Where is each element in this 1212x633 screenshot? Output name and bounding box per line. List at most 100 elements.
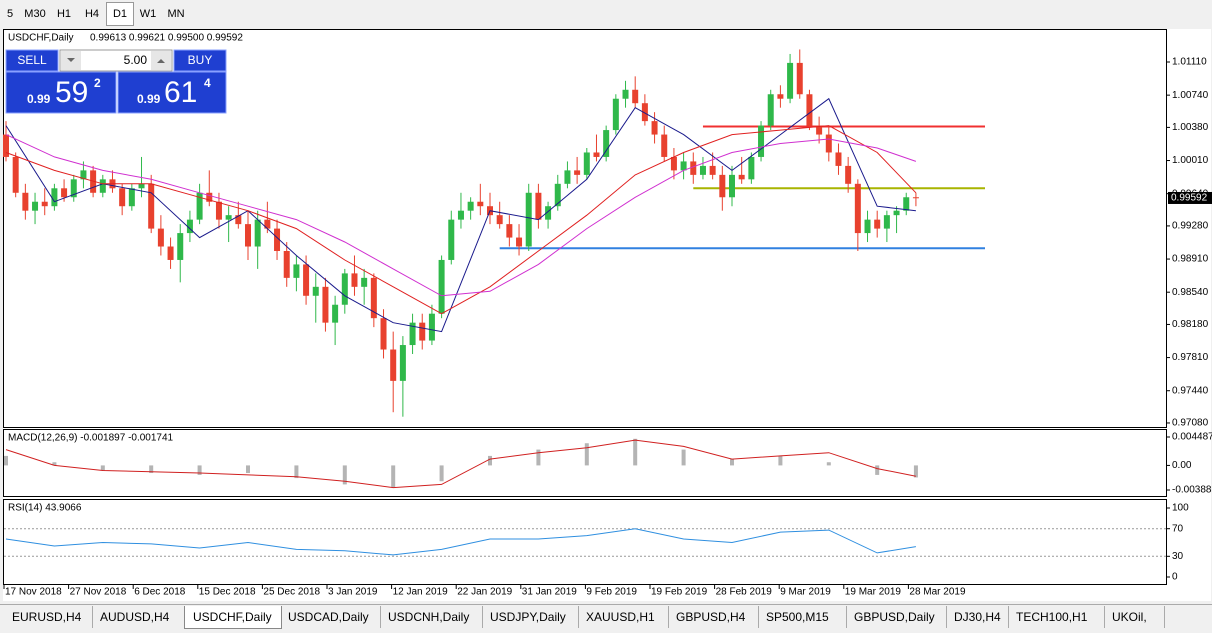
timeframe-button[interactable]: M30 xyxy=(24,8,46,20)
sell-button[interactable] xyxy=(5,49,59,72)
ask-pips: 61 xyxy=(164,76,197,109)
candle-body xyxy=(177,233,184,260)
y-tick-label: 0.98910 xyxy=(1172,254,1209,265)
symbol-tab[interactable]: GBPUSD,Daily xyxy=(846,606,947,628)
macd-bar xyxy=(342,465,347,485)
candle-body xyxy=(254,219,261,247)
macd-bar xyxy=(52,462,57,466)
x-tick-label: 15 Dec 2018 xyxy=(199,587,256,598)
candle-body xyxy=(12,156,19,193)
x-tick-label: 12 Jan 2019 xyxy=(393,587,448,598)
buy-button[interactable] xyxy=(173,49,227,72)
x-tick-label: 19 Mar 2019 xyxy=(845,587,902,598)
candle-body xyxy=(729,174,735,198)
candle-body xyxy=(709,165,716,175)
candle-body xyxy=(564,170,571,184)
candle-body xyxy=(32,201,39,211)
macd-bar xyxy=(149,465,154,474)
candle-body xyxy=(351,273,358,287)
sell-label[interactable]: SELL xyxy=(17,53,47,67)
macd-bar xyxy=(4,455,8,466)
candle-body xyxy=(622,89,629,99)
candle-body xyxy=(322,286,329,323)
candle-body xyxy=(661,134,668,157)
candle-body xyxy=(825,134,832,153)
candle-body xyxy=(641,103,648,122)
volume-value[interactable]: 5.00 xyxy=(124,53,148,67)
symbol-tab[interactable]: USDCNH,Daily xyxy=(380,606,483,628)
candle-body xyxy=(370,277,377,319)
candle-body xyxy=(593,152,600,157)
timeframe-button[interactable]: H4 xyxy=(84,8,100,20)
candle-body xyxy=(283,250,290,278)
bid-fraction: 2 xyxy=(94,76,101,90)
candle-body xyxy=(215,201,222,220)
candle-body xyxy=(138,183,145,189)
candle-body xyxy=(293,264,300,278)
symbol-tab[interactable]: TECH100,H1 xyxy=(1008,606,1105,628)
bid-box[interactable] xyxy=(5,71,117,114)
macd-header: MACD(12,26,9) -0.001897 -0.001741 xyxy=(8,433,174,444)
timeframe-button[interactable]: W1 xyxy=(139,8,157,20)
macd-bar xyxy=(488,455,492,466)
macd-signal xyxy=(5,439,916,489)
symbol-tab[interactable]: SP500,M15 xyxy=(758,606,847,628)
buy-label[interactable]: BUY xyxy=(188,53,213,67)
symbol-tab[interactable]: AUDUSD,H4 xyxy=(92,606,185,628)
candle-body xyxy=(748,156,755,180)
timeframe-button[interactable]: D1 xyxy=(106,2,134,26)
macd-bar xyxy=(681,449,686,466)
macd-bar xyxy=(584,443,589,466)
candle-body xyxy=(409,322,416,346)
macd-bar xyxy=(778,455,783,466)
candle-body xyxy=(235,215,242,225)
symbol-tab[interactable]: EURUSD,H4 xyxy=(4,606,93,628)
candle-body xyxy=(390,349,397,381)
candle-body xyxy=(690,161,697,175)
macd-bar xyxy=(826,462,831,466)
x-tick-label: 28 Feb 2019 xyxy=(716,587,773,598)
candle-body xyxy=(225,215,232,220)
x-tick-label: 28 Mar 2019 xyxy=(909,587,966,598)
y-tick-label: 0.98180 xyxy=(1172,319,1209,330)
candle-body xyxy=(903,197,910,211)
x-tick-label: 3 Jan 2019 xyxy=(328,587,378,598)
candle-body xyxy=(457,210,464,220)
candle-body xyxy=(206,192,213,202)
timeframe-button[interactable]: 5 xyxy=(6,8,14,20)
candle-body xyxy=(51,188,58,207)
candle-body xyxy=(883,215,890,229)
rsi-line xyxy=(5,528,916,556)
timeframe-button[interactable]: H1 xyxy=(56,8,72,20)
symbol-tab[interactable]: USDCHF,Daily xyxy=(184,606,282,629)
candle-body xyxy=(380,318,387,350)
candle-body xyxy=(99,179,106,193)
main-panel-frame xyxy=(3,29,1167,428)
price-label-box xyxy=(1168,191,1212,204)
candle-body xyxy=(554,183,561,207)
candle-body xyxy=(516,237,523,247)
timeframe-button[interactable]: MN xyxy=(167,8,185,20)
candle-body xyxy=(196,192,203,220)
candle-body xyxy=(61,188,68,198)
candle-body xyxy=(264,219,271,229)
symbol-tab[interactable]: XAUUSD,H1 xyxy=(578,606,669,628)
candle-body xyxy=(506,224,513,238)
symbol-tab[interactable]: USDCAD,Daily xyxy=(280,606,381,628)
symbol-tab[interactable]: USDJPY,Daily xyxy=(482,606,579,628)
candle-body xyxy=(680,161,687,171)
macd-bar xyxy=(391,465,396,488)
rsi-tick-label: 70 xyxy=(1172,523,1184,534)
candle-body xyxy=(428,313,435,341)
candle-body xyxy=(632,89,639,104)
symbol-tab[interactable]: GBPUSD,H4 xyxy=(668,606,759,628)
candle-body xyxy=(245,224,251,247)
symbol-tab[interactable]: UKOil, xyxy=(1104,606,1165,628)
ask-box[interactable] xyxy=(117,71,227,114)
volume-input[interactable] xyxy=(59,49,173,72)
candle-body xyxy=(854,183,861,234)
candle-body xyxy=(719,174,726,198)
symbol-tab[interactable]: DJ30,H4 xyxy=(946,606,1009,628)
candle-body xyxy=(835,152,842,166)
